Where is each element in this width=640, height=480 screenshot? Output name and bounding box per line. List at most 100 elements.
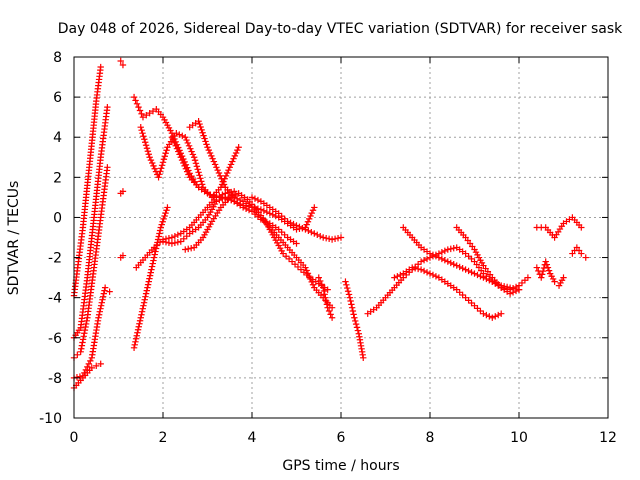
data-point — [177, 154, 184, 161]
data-point — [441, 247, 449, 255]
data-point — [306, 272, 313, 280]
data-point — [309, 207, 317, 214]
data-point — [204, 144, 211, 151]
data-point — [168, 234, 176, 241]
data-point — [210, 158, 218, 165]
data-point — [462, 266, 469, 273]
data-point — [474, 271, 481, 279]
data-point — [423, 269, 431, 276]
data-point — [235, 144, 242, 151]
data-point — [538, 271, 546, 278]
data-point — [146, 109, 153, 117]
data-point — [420, 267, 428, 275]
data-point — [174, 231, 182, 239]
data-point — [139, 113, 147, 121]
x-tick-label: 10 — [510, 430, 528, 446]
data-point — [145, 151, 152, 158]
data-point — [189, 151, 197, 158]
data-point — [309, 281, 317, 288]
data-point — [222, 172, 230, 180]
data-point — [173, 145, 181, 152]
data-point — [331, 235, 339, 243]
data-point — [352, 320, 360, 328]
data-point — [143, 111, 150, 119]
data-point — [456, 263, 463, 271]
x-tick-label: 4 — [248, 430, 257, 446]
data-point — [307, 275, 314, 283]
x-tick-label: 12 — [599, 430, 617, 446]
data-point — [322, 234, 330, 242]
data-point — [317, 232, 324, 240]
data-point — [77, 348, 84, 356]
data-point — [320, 234, 327, 241]
x-axis-label: GPS time / hours — [282, 458, 399, 474]
data-point — [182, 165, 190, 172]
grid-lines — [74, 57, 608, 418]
data-point — [182, 246, 189, 253]
data-point — [95, 311, 103, 318]
data-point — [97, 360, 104, 368]
data-point — [337, 234, 345, 241]
data-point — [486, 313, 493, 320]
data-point — [149, 260, 156, 267]
data-point — [234, 146, 241, 154]
data-point — [131, 341, 138, 348]
data-point — [185, 142, 193, 150]
data-point — [144, 148, 152, 155]
data-point — [426, 270, 434, 277]
data-point — [142, 293, 149, 300]
data-point — [162, 238, 170, 246]
data-point — [391, 274, 398, 281]
data-point — [81, 330, 88, 337]
y-tick-label: 0 — [53, 210, 62, 226]
data-point — [171, 139, 178, 147]
y-tick-label: 6 — [53, 90, 62, 106]
chart-title: Day 048 of 2026, Sidereal Day-to-day VTE… — [58, 21, 623, 37]
data-point — [348, 301, 355, 308]
data-point — [334, 234, 342, 242]
data-point — [100, 290, 108, 297]
data-point — [176, 151, 183, 158]
data-point — [420, 257, 428, 264]
data-point — [171, 232, 179, 240]
data-point — [560, 274, 567, 281]
data-point — [305, 227, 312, 235]
data-point — [438, 249, 446, 256]
data-point — [132, 335, 140, 342]
data-point — [144, 281, 152, 288]
data-point — [303, 221, 310, 228]
data-point — [138, 110, 145, 118]
data-point — [328, 314, 336, 321]
data-point — [152, 248, 159, 255]
data-point — [515, 286, 523, 293]
data-point — [145, 278, 152, 285]
data-point — [327, 311, 334, 318]
data-point — [132, 97, 139, 104]
data-point — [84, 363, 91, 371]
data-point — [156, 230, 163, 237]
y-tick-label: -4 — [48, 291, 62, 307]
data-point — [134, 329, 141, 336]
data-point — [97, 63, 104, 71]
data-point — [219, 195, 226, 202]
data-point — [324, 286, 331, 293]
data-point — [233, 195, 241, 202]
data-point — [426, 250, 434, 257]
data-point — [197, 123, 204, 131]
data-point — [163, 147, 170, 154]
data-point — [582, 254, 589, 261]
data-point — [99, 293, 107, 300]
data-point — [299, 224, 306, 232]
data-point — [198, 126, 205, 134]
data-point — [328, 236, 336, 243]
data-point — [344, 284, 351, 292]
data-point — [538, 274, 545, 281]
data-point — [293, 240, 300, 247]
data-point — [318, 281, 325, 288]
data-point — [101, 287, 108, 294]
data-point — [142, 142, 150, 149]
data-point — [156, 171, 163, 178]
data-point — [135, 103, 142, 111]
data-point — [317, 277, 324, 285]
